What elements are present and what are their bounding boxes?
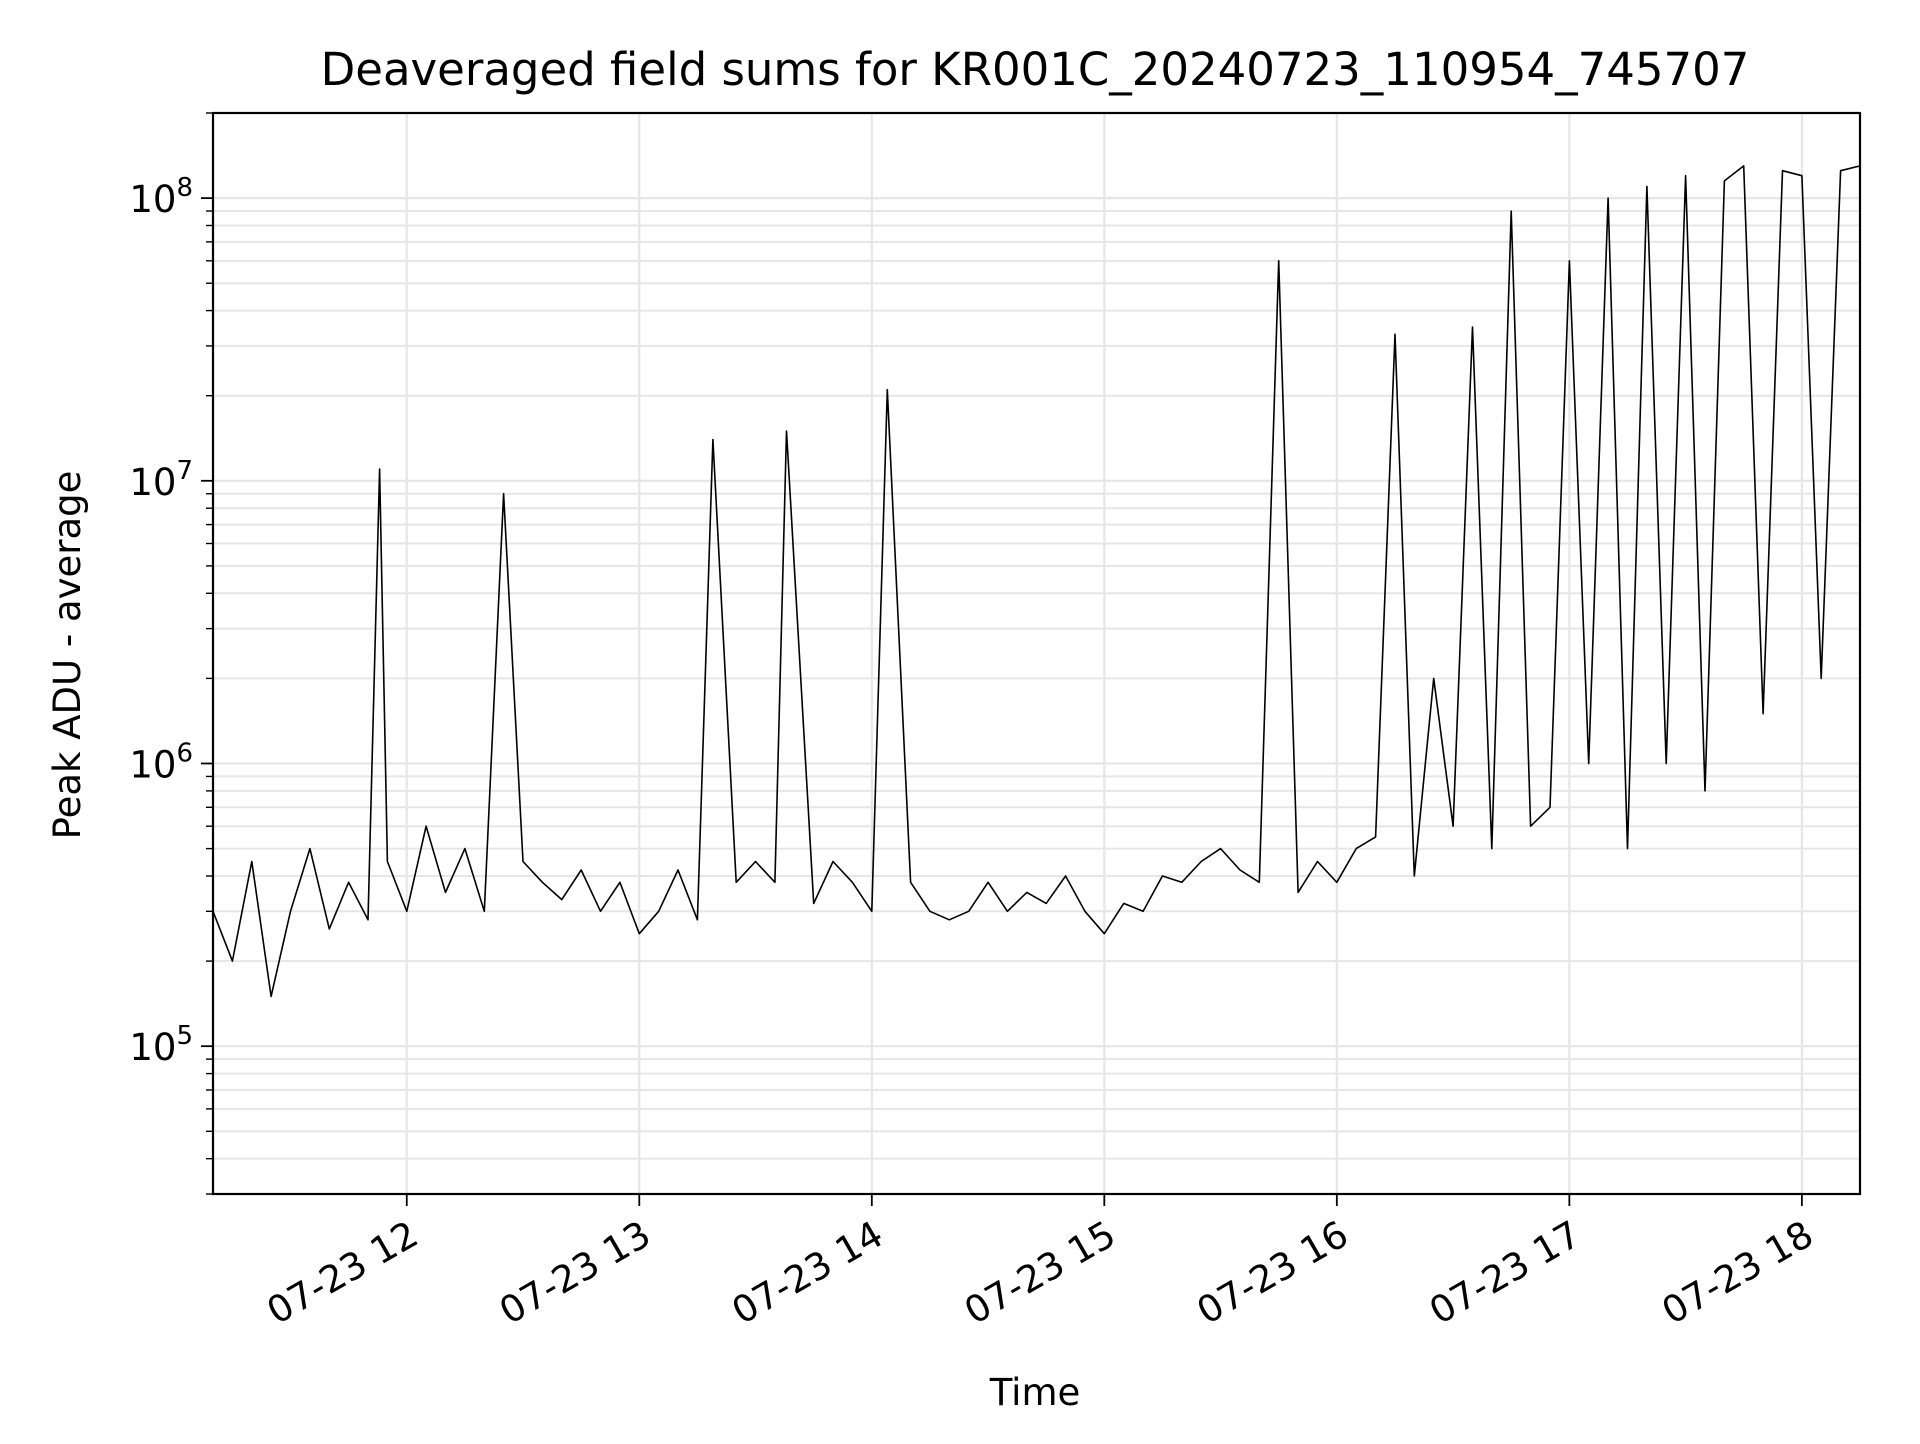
x-tick-label: 07-23 13 <box>492 1213 658 1333</box>
y-tick-exponent: 7 <box>176 456 193 486</box>
plot-area-frame <box>211 111 1862 1196</box>
series-layer <box>212 165 1861 998</box>
y-tick-label: 106 <box>129 738 193 786</box>
y-tick-exponent: 6 <box>176 738 193 768</box>
y-tick-exponent: 8 <box>176 173 193 203</box>
x-axis-label: Time <box>989 1371 1081 1414</box>
y-tick-exponent: 5 <box>176 1021 193 1051</box>
x-tick-label: 07-23 16 <box>1190 1213 1356 1333</box>
y-tick-base: 10 <box>129 178 176 221</box>
y-tick-base: 10 <box>129 461 176 504</box>
series-line <box>212 165 1861 998</box>
y-axis-label: Peak ADU - average <box>46 471 89 840</box>
y-tick-base: 10 <box>129 743 176 786</box>
x-tick-label: 07-23 18 <box>1655 1213 1821 1333</box>
y-tick-label: 108 <box>129 173 193 221</box>
x-axis: 07-23 12 07-23 13 07-23 14 07-23 15 07-23 16… <box>260 1194 1821 1333</box>
y-tick-base: 10 <box>129 1026 176 1069</box>
y-tick-label: 107 <box>129 456 193 504</box>
x-tick-label: 07-23 14 <box>725 1213 891 1333</box>
x-tick-label: 07-23 12 <box>260 1213 426 1333</box>
x-tick-label: 07-23 17 <box>1422 1213 1588 1333</box>
chart-title: Deaveraged field sums for KR001C_2024072… <box>321 43 1750 96</box>
x-tick-label: 07-23 15 <box>957 1213 1123 1333</box>
y-tick-label: 105 <box>129 1021 193 1069</box>
grid-lines <box>213 112 1860 1195</box>
